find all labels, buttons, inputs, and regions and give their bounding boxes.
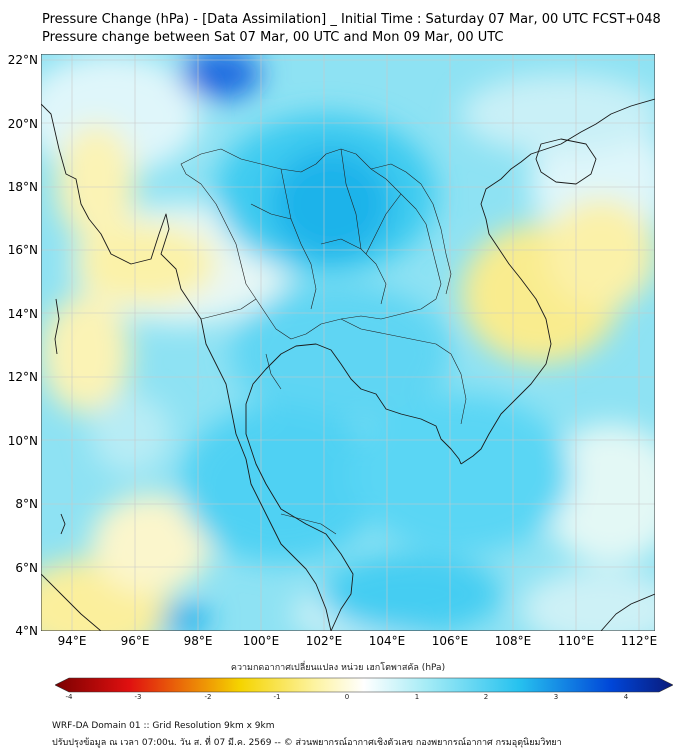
graticule [41,54,655,631]
pressure-change-map [41,54,655,631]
lat-label-4: 4°N [15,624,38,638]
colorbar-tick: 3 [553,693,559,701]
pressure-field [41,54,655,631]
colorbar-tick: 2 [483,693,489,701]
lon-label-98: 98°E [183,634,213,648]
map-panel [41,54,655,631]
footer-model-info: WRF-DA Domain 01 :: Grid Resolution 9km … [52,721,275,731]
map-title: Pressure Change (hPa) - [Data Assimilati… [42,12,661,27]
map-subtitle: Pressure change between Sat 07 Mar, 00 U… [42,30,504,45]
lon-label-110: 110°E [557,634,595,648]
lon-label-100: 100°E [242,634,280,648]
colorbar-tick: -4 [65,693,73,701]
lat-label-20: 20°N [7,117,38,131]
lat-label-6: 6°N [15,561,38,575]
lon-label-94: 94°E [57,634,87,648]
lon-label-104: 104°E [368,634,406,648]
lon-label-108: 108°E [494,634,532,648]
lat-label-22: 22°N [7,53,38,67]
colorbar-ramp [55,677,673,693]
lat-label-18: 18°N [7,180,38,194]
footer-credit: ปรับปรุงข้อมูล ณ เวลา 07:00น. วัน ส. ที่… [52,738,562,748]
colorbar-tick: -2 [204,693,212,701]
colorbar-tick: -3 [134,693,142,701]
lon-label-112: 112°E [620,634,658,648]
country-borders [180,148,467,535]
lon-label-96: 96°E [120,634,150,648]
lat-label-10: 10°N [7,434,38,448]
colorbar-tick: 1 [414,693,420,701]
lon-label-102: 102°E [305,634,343,648]
colorbar-label: ความกดอากาศเปลี่ยนแปลง หน่วย เฮกโตพาสคัล… [230,663,446,673]
lat-label-16: 16°N [7,243,38,257]
colorbar-tick: 4 [623,693,629,701]
colorbar-tick: 0 [344,693,350,701]
lon-label-106: 106°E [431,634,469,648]
lat-label-14: 14°N [7,307,38,321]
colorbar [55,677,673,693]
lat-label-12: 12°N [7,370,38,384]
coastlines [41,98,655,631]
lat-label-8: 8°N [15,497,38,511]
colorbar-tick: -1 [273,693,281,701]
